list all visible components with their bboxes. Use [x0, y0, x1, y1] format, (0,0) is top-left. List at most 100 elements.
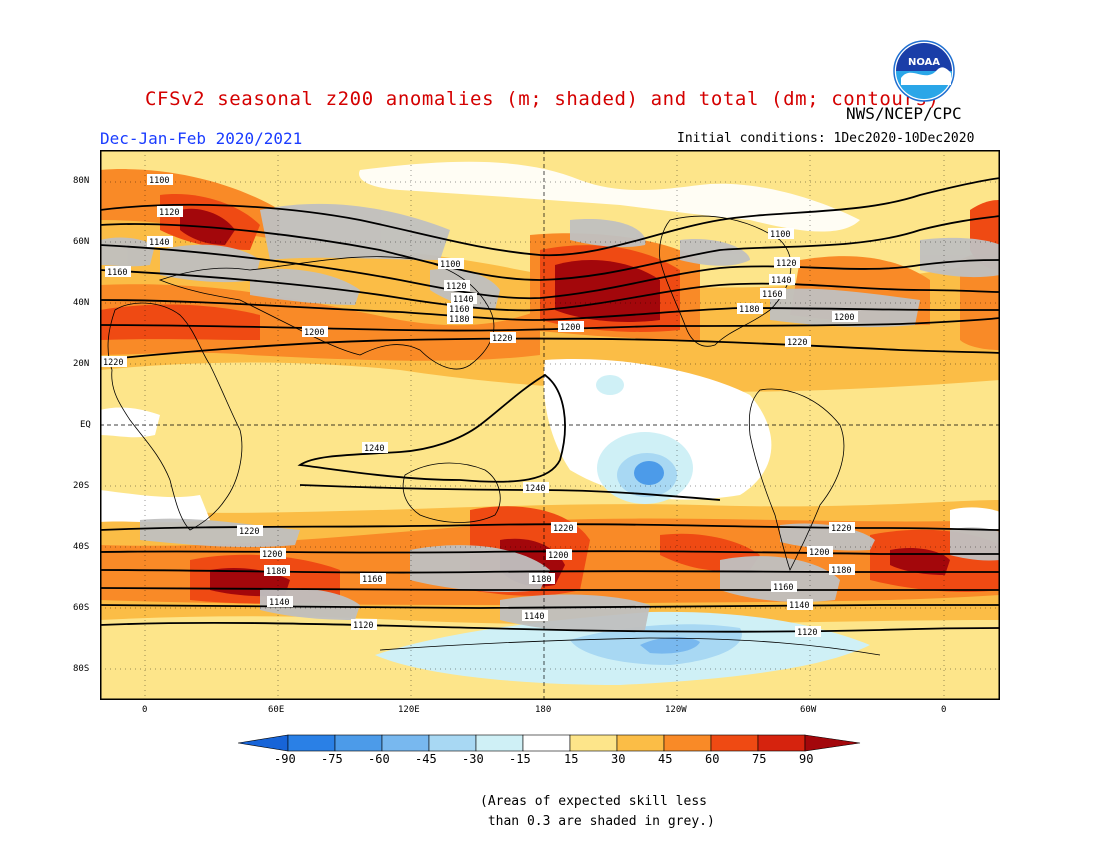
- contour-label: 1220: [785, 336, 811, 348]
- colorbar: [238, 734, 861, 752]
- eurasia-outline: [158, 256, 495, 370]
- svg-text:1100: 1100: [440, 260, 460, 270]
- contour-label: 1140: [522, 610, 548, 622]
- contour-label: 1200: [832, 311, 858, 323]
- contour-label: 1240: [362, 442, 388, 454]
- colorbar-cell: [238, 734, 289, 752]
- lon-label: 60W: [800, 705, 817, 715]
- noaa-logo-text: NOAA: [908, 57, 940, 68]
- colorbar-cell: [616, 734, 665, 752]
- contour-label: 1220: [490, 332, 516, 344]
- noaa-logo: NOAA: [893, 40, 955, 102]
- svg-text:1180: 1180: [531, 575, 551, 585]
- contour-label: 1220: [237, 525, 263, 537]
- colorbar-label: -30: [462, 752, 484, 766]
- svg-text:1140: 1140: [269, 598, 289, 608]
- colorbar-cell: [428, 734, 477, 752]
- lon-label: 0: [941, 705, 947, 715]
- svg-text:1220: 1220: [239, 527, 259, 537]
- colorbar-cell: [381, 734, 430, 752]
- svg-text:1140: 1140: [771, 276, 791, 286]
- contour-label: 1120: [444, 280, 470, 292]
- colorbar-label: -60: [368, 752, 390, 766]
- contour-label: 1180: [737, 303, 763, 315]
- contour-1160-south: [100, 587, 1000, 591]
- anomaly-map: 1100 1120 1140 1160 1200 1220 1100 1120 …: [100, 150, 1000, 700]
- australia-outline: [402, 462, 501, 523]
- lat-label: 80S: [73, 664, 90, 674]
- svg-text:1200: 1200: [548, 551, 568, 561]
- svg-text:1160: 1160: [362, 575, 382, 585]
- colorbar-cell: [710, 734, 759, 752]
- svg-text:1120: 1120: [797, 628, 817, 638]
- lat-label: 80N: [73, 176, 90, 186]
- colorbar-cell: [522, 734, 571, 752]
- contour-label: 1160: [105, 266, 131, 278]
- svg-text:1120: 1120: [353, 621, 373, 631]
- colorbar-cell: [569, 734, 618, 752]
- contour-1220: [100, 337, 1000, 361]
- lon-label: 0: [142, 705, 148, 715]
- svg-text:1140: 1140: [789, 601, 809, 611]
- contour-1200: [100, 317, 1000, 332]
- contour-label: 1160: [447, 303, 473, 315]
- contour-label: 1220: [551, 522, 577, 534]
- colorbar-cell: [663, 734, 712, 752]
- lat-label: 40S: [73, 542, 90, 552]
- map-title: CFSv2 seasonal z200 anomalies (m; shaded…: [145, 88, 940, 110]
- contour-label: 1200: [546, 549, 572, 561]
- svg-text:1220: 1220: [553, 524, 573, 534]
- map-frame: [100, 150, 1000, 700]
- colorbar-label: 75: [752, 752, 767, 766]
- svg-text:1160: 1160: [107, 268, 127, 278]
- svg-text:1140: 1140: [524, 612, 544, 622]
- lon-label: 180: [535, 705, 552, 715]
- svg-text:1200: 1200: [809, 548, 829, 558]
- svg-text:1200: 1200: [262, 550, 282, 560]
- colorbar-cell: [334, 734, 383, 752]
- graticule: [100, 150, 1000, 700]
- svg-text:1160: 1160: [773, 583, 793, 593]
- south-america-outline: [748, 388, 845, 572]
- contour-label: 1120: [795, 626, 821, 638]
- contour-label: 1120: [157, 206, 183, 218]
- contour-1120-south: [100, 621, 1000, 633]
- contour-label: 1160: [360, 573, 386, 585]
- lon-label: 120W: [665, 705, 687, 715]
- contour-label: 1100: [438, 258, 464, 270]
- lat-label: 60N: [73, 237, 90, 247]
- contour-label-group: 1100 1120 1140 1160 1200 1220 1100 1120 …: [101, 174, 858, 638]
- svg-text:1200: 1200: [560, 323, 580, 333]
- colorbar-label: 45: [658, 752, 673, 766]
- agency-label: NWS/NCEP/CPC: [846, 104, 962, 123]
- lat-label: 60S: [73, 603, 90, 613]
- contour-label: 1200: [302, 326, 328, 338]
- colorbar-label: 30: [611, 752, 626, 766]
- contour-1120: [100, 215, 1000, 281]
- low-skill-grey: [100, 203, 1000, 632]
- colorbar-label: -90: [274, 752, 296, 766]
- contour-label: 1140: [267, 596, 293, 608]
- contour-1180: [100, 299, 1000, 321]
- svg-text:1220: 1220: [492, 334, 512, 344]
- svg-text:1200: 1200: [304, 328, 324, 338]
- svg-text:1120: 1120: [159, 208, 179, 218]
- svg-text:1240: 1240: [364, 444, 384, 454]
- lon-label: 60E: [268, 705, 285, 715]
- svg-text:1220: 1220: [787, 338, 807, 348]
- contour-label: 1180: [529, 573, 555, 585]
- svg-text:1220: 1220: [831, 524, 851, 534]
- africa-outline: [107, 302, 243, 531]
- lat-label: 20N: [73, 359, 90, 369]
- lat-label: 40N: [73, 298, 90, 308]
- colorbar-label: -45: [415, 752, 437, 766]
- contour-1180-south: [100, 569, 1000, 574]
- svg-text:1140: 1140: [149, 238, 169, 248]
- contour-label: 1180: [829, 564, 855, 576]
- contour-label: 1180: [264, 565, 290, 577]
- contour-1140: [100, 244, 1000, 300]
- contour-label: 1160: [771, 581, 797, 593]
- arctic-weak-region: [359, 161, 860, 232]
- lat-label: EQ: [80, 420, 91, 430]
- antarctica-outline: [379, 637, 881, 656]
